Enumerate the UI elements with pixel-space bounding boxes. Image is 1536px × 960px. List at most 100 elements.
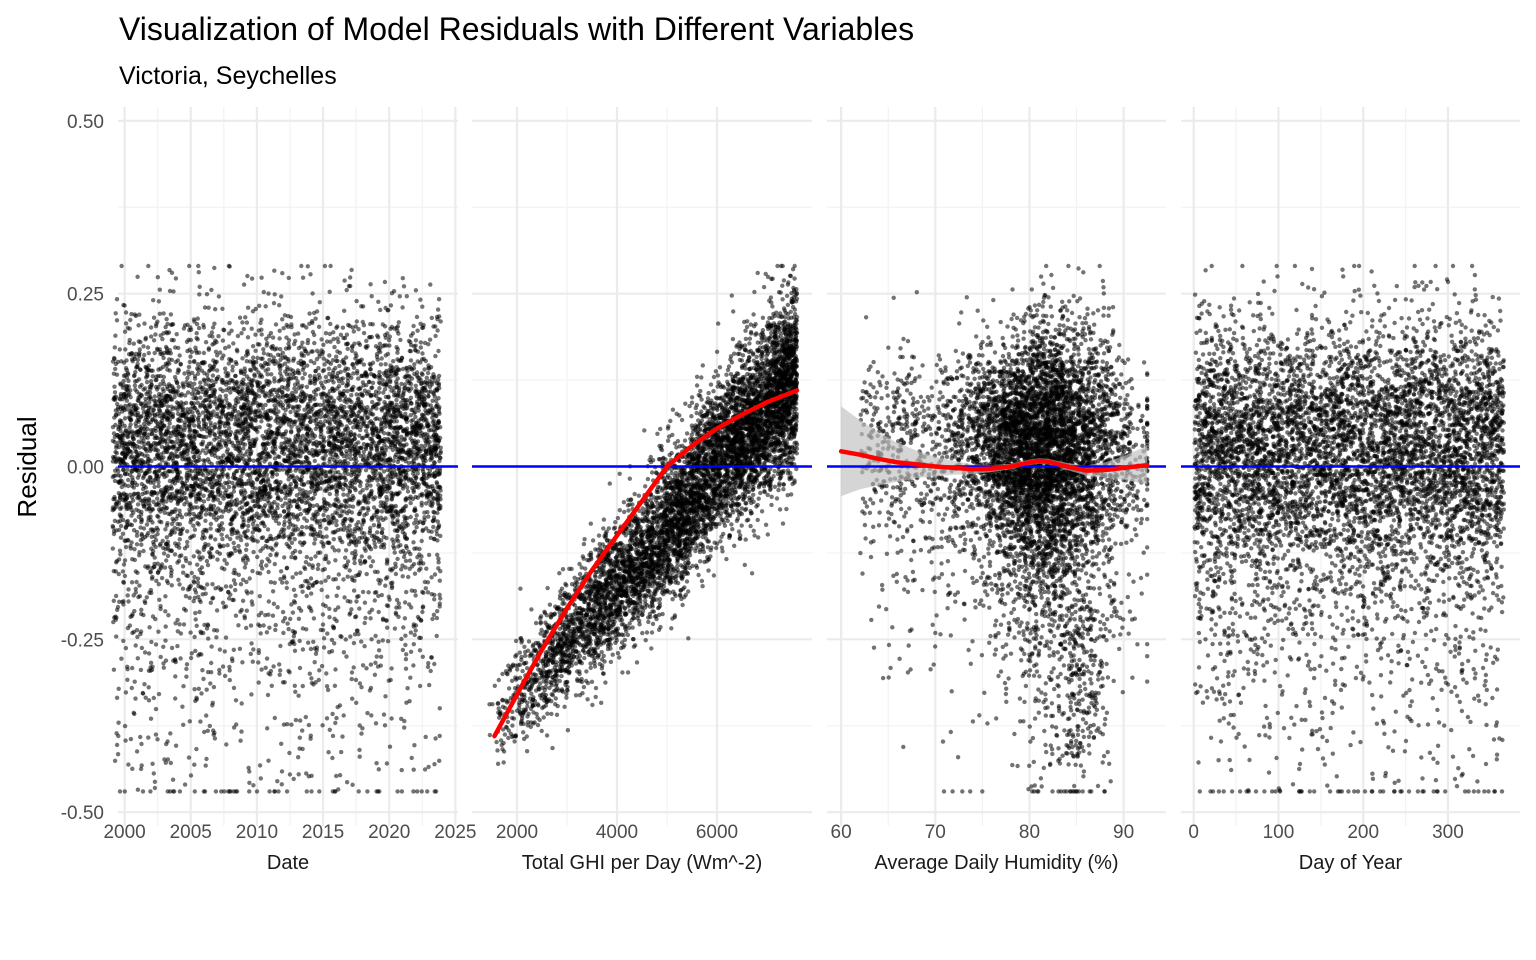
scatter-point xyxy=(192,360,196,364)
scatter-point xyxy=(412,490,416,494)
scatter-point xyxy=(123,471,127,475)
scatter-point xyxy=(286,669,290,673)
scatter-point xyxy=(383,280,387,284)
scatter-point xyxy=(133,518,137,522)
scatter-point xyxy=(233,549,237,553)
scatter-point xyxy=(281,631,285,635)
scatter-point xyxy=(263,613,267,617)
scatter-point xyxy=(293,690,297,694)
scatter-point xyxy=(112,599,116,603)
scatter-point xyxy=(306,264,310,268)
scatter-point xyxy=(249,590,253,594)
scatter-point xyxy=(114,502,118,506)
scatter-point xyxy=(238,739,242,743)
scatter-point xyxy=(310,566,314,570)
scatter-point xyxy=(227,331,231,335)
scatter-point xyxy=(409,630,413,634)
scatter-point xyxy=(246,335,250,339)
scatter-point xyxy=(425,789,429,793)
scatter-point xyxy=(121,639,125,643)
scatter-point xyxy=(405,294,409,298)
scatter-point xyxy=(195,563,199,567)
scatter-point xyxy=(147,625,151,629)
scatter-point xyxy=(118,789,122,793)
scatter-point xyxy=(282,378,286,382)
scatter-point xyxy=(155,737,159,741)
scatter-point xyxy=(411,540,415,544)
scatter-point xyxy=(317,789,321,793)
scatter-point xyxy=(243,442,247,446)
scatter-point xyxy=(114,412,118,416)
scatter-point xyxy=(122,562,126,566)
scatter-point xyxy=(393,528,397,532)
scatter-point xyxy=(116,752,120,756)
scatter-point xyxy=(119,493,123,497)
scatter-point xyxy=(364,429,368,433)
scatter-point xyxy=(340,734,344,738)
scatter-point xyxy=(335,594,339,598)
scatter-point xyxy=(433,334,437,338)
scatter-point xyxy=(337,548,341,552)
scatter-point xyxy=(217,294,221,298)
x-axis-label: Date xyxy=(267,852,309,874)
scatter-point xyxy=(206,563,210,567)
scatter-point xyxy=(300,341,304,345)
scatter-point xyxy=(360,436,364,440)
scatter-point xyxy=(164,499,168,503)
scatter-point xyxy=(363,601,367,605)
scatter-point xyxy=(268,353,272,357)
scatter-point xyxy=(253,439,257,443)
scatter-point xyxy=(258,415,262,419)
scatter-point xyxy=(385,498,389,502)
scatter-point xyxy=(251,344,255,348)
scatter-point xyxy=(202,378,206,382)
scatter-point xyxy=(209,644,213,648)
scatter-point xyxy=(247,789,251,793)
scatter-point xyxy=(387,679,391,683)
scatter-point xyxy=(125,468,129,472)
scatter-point xyxy=(377,610,381,614)
scatter-point xyxy=(383,723,387,727)
scatter-point xyxy=(401,648,405,652)
scatter-point xyxy=(193,789,197,793)
scatter-point xyxy=(373,634,377,638)
scatter-point xyxy=(259,631,263,635)
scatter-point xyxy=(313,459,317,463)
scatter-point xyxy=(373,661,377,665)
scatter-point xyxy=(149,369,153,373)
scatter-point xyxy=(433,324,437,328)
scatter-point xyxy=(418,298,422,302)
scatter-point xyxy=(352,534,356,538)
scatter-point xyxy=(215,608,219,612)
scatter-point xyxy=(258,594,262,598)
scatter-point xyxy=(151,298,155,302)
scatter-point xyxy=(375,654,379,658)
scatter-point xyxy=(169,440,173,444)
scatter-point xyxy=(345,288,349,292)
scatter-point xyxy=(239,331,243,335)
scatter-point xyxy=(216,375,220,379)
scatter-point xyxy=(419,340,423,344)
scatter-point xyxy=(147,669,151,673)
scatter-point xyxy=(293,555,297,559)
scatter-point xyxy=(350,325,354,329)
scatter-point xyxy=(230,659,234,663)
scatter-point xyxy=(199,691,203,695)
scatter-point xyxy=(156,442,160,446)
scatter-point xyxy=(176,346,180,350)
scatter-point xyxy=(417,547,421,551)
scatter-point xyxy=(139,742,143,746)
scatter-point xyxy=(242,282,246,286)
facet-panels: 2000 2005 2010 2015 2020 2025Date2000 4000 6000… xyxy=(103,107,1520,874)
scatter-point xyxy=(151,481,155,485)
scatter-point xyxy=(253,349,257,353)
scatter-point xyxy=(357,606,361,610)
scatter-point xyxy=(344,478,348,482)
scatter-point xyxy=(388,745,392,749)
scatter-point xyxy=(322,645,326,649)
scatter-point xyxy=(204,713,208,717)
scatter-point xyxy=(220,537,224,541)
scatter-point xyxy=(115,318,119,322)
scatter-point xyxy=(351,505,355,509)
